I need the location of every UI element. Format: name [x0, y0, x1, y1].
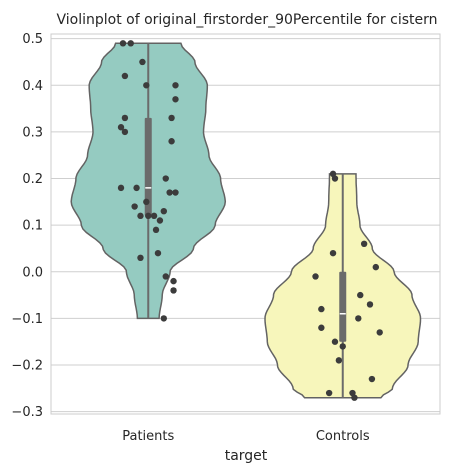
data-point	[162, 175, 169, 182]
data-point	[160, 315, 168, 322]
data-point	[133, 184, 140, 192]
data-point	[318, 305, 325, 313]
data-point	[372, 263, 380, 271]
data-point	[339, 343, 346, 350]
x-tick-label: Controls	[316, 429, 370, 444]
y-tick-label: −0.2	[11, 359, 43, 374]
data-point	[127, 40, 134, 47]
data-point	[170, 287, 177, 294]
data-point	[351, 394, 358, 401]
data-point	[121, 72, 129, 80]
data-point	[160, 207, 168, 215]
y-tick-labels: 0.5 0.4 0.3 0.2 0.1 0.0 −0.1 −0.2 −0.3	[11, 32, 43, 420]
data-point	[318, 324, 325, 331]
data-point	[168, 138, 175, 145]
chart-title: Violinplot of original_firstorder_90Perc…	[56, 12, 437, 28]
data-point	[368, 375, 376, 383]
data-point	[366, 301, 374, 308]
data-point	[162, 273, 169, 280]
data-point	[335, 357, 343, 364]
data-point	[331, 338, 339, 345]
data-point	[172, 189, 179, 196]
data-point	[325, 389, 333, 397]
x-tick-labels: Patients Controls	[122, 429, 370, 444]
y-tick-label: −0.3	[11, 405, 43, 420]
plot-frame	[50, 33, 441, 415]
data-point	[156, 217, 164, 224]
data-point	[355, 315, 362, 322]
data-point	[172, 96, 179, 103]
data-point	[376, 329, 383, 336]
data-point	[360, 240, 368, 248]
data-point	[143, 82, 150, 89]
data-point	[145, 212, 152, 220]
y-tick-label: 0.3	[22, 125, 43, 140]
x-tick-label: Patients	[122, 429, 174, 444]
data-point	[172, 82, 179, 89]
data-point	[121, 114, 129, 122]
data-point	[357, 291, 364, 299]
y-tick-label: 0.1	[22, 219, 43, 234]
y-tick-label: 0.5	[22, 32, 43, 47]
data-point	[166, 189, 173, 196]
data-points	[117, 40, 383, 401]
data-point	[331, 175, 339, 182]
data-point	[131, 203, 138, 210]
data-point	[154, 249, 162, 257]
iqr-box	[144, 117, 152, 216]
data-point	[139, 58, 146, 66]
data-point	[117, 184, 125, 192]
y-tick-label: 0.4	[22, 79, 43, 94]
y-tick-label: 0.2	[22, 172, 43, 187]
y-tick-label: −0.1	[11, 312, 43, 327]
data-point	[117, 124, 125, 131]
iqr-box	[339, 271, 347, 342]
y-tick-label: 0.0	[22, 265, 43, 280]
data-point	[137, 212, 144, 220]
violins	[70, 42, 422, 399]
data-point	[329, 249, 337, 257]
data-point	[168, 114, 175, 122]
data-point	[119, 40, 127, 47]
data-point	[312, 273, 319, 280]
data-point	[121, 128, 129, 136]
data-point	[152, 226, 160, 234]
data-point	[143, 198, 150, 206]
data-point	[137, 254, 144, 262]
data-point	[170, 277, 177, 285]
data-point	[150, 212, 158, 220]
x-axis-title: target	[225, 448, 268, 464]
